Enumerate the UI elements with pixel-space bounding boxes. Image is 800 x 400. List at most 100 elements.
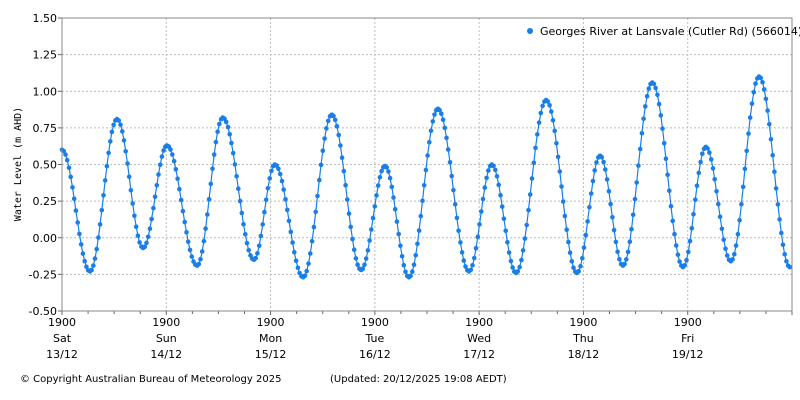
data-point (777, 217, 782, 222)
data-point (346, 211, 352, 216)
data-point (698, 159, 703, 165)
data-point (696, 170, 702, 176)
data-point (562, 213, 568, 219)
x-axis: 1900 Sat 13/12 1900 Sun 14/12 1900 Mon 15/12 1900… (46, 311, 793, 361)
data-point (262, 209, 267, 215)
data-point (377, 175, 383, 180)
data-point (253, 255, 258, 261)
data-point (540, 103, 545, 109)
legend: Georges River at Lansvale (Cutler Rd) (5… (527, 25, 800, 38)
data-point (286, 218, 292, 224)
data-point (430, 119, 436, 124)
data-point (80, 251, 86, 256)
data-point (70, 185, 75, 190)
x-tick-label-time: 1900 (674, 316, 702, 329)
data-point (239, 210, 245, 216)
data-point (123, 149, 128, 154)
data-point (230, 150, 236, 156)
data-point (199, 249, 205, 254)
data-point (554, 141, 559, 146)
y-axis-label: Water Level (m AHD) (13, 107, 24, 221)
data-point (721, 237, 726, 242)
data-point (668, 204, 674, 209)
data-point (144, 240, 149, 246)
data-point (452, 202, 458, 207)
data-point (290, 240, 295, 245)
data-point (157, 162, 163, 168)
data-point (610, 215, 615, 220)
data-point (775, 202, 781, 207)
data-point (173, 167, 179, 172)
data-point (559, 184, 564, 189)
data-point (555, 154, 561, 160)
data-point (223, 119, 229, 125)
data-point (151, 205, 156, 211)
data-point (578, 263, 583, 269)
data-point (421, 183, 427, 188)
y-axis: 1.50 1.25 1.00 0.75 0.50 0.25 0.00 -0.25 -0.50 (29, 12, 62, 318)
data-point (416, 228, 422, 233)
data-point (526, 207, 531, 213)
data-point (571, 265, 576, 271)
data-point (567, 250, 573, 255)
data-point (365, 248, 371, 253)
data-point (156, 172, 161, 177)
data-point (482, 185, 488, 190)
data-point (499, 204, 505, 209)
data-point (279, 178, 285, 184)
data-point (700, 151, 705, 157)
data-point (283, 197, 288, 202)
data-point (343, 182, 348, 188)
data-point (498, 192, 503, 198)
data-point (552, 128, 557, 134)
y-tick-label: 1.00 (33, 85, 58, 98)
data-point (625, 249, 631, 255)
data-point (423, 167, 429, 173)
data-point (285, 207, 290, 213)
data-point (473, 246, 479, 251)
data-point (732, 251, 737, 257)
y-tick-label: -0.25 (29, 268, 57, 281)
data-point (751, 89, 757, 95)
data-point (68, 174, 73, 180)
data-point (665, 172, 670, 178)
data-point (705, 146, 710, 151)
data-point (768, 137, 774, 142)
data-point (723, 246, 728, 251)
data-point (211, 152, 217, 157)
data-point (171, 158, 177, 164)
data-point (293, 258, 299, 264)
x-tick-label-date: 19/12 (672, 348, 704, 361)
data-point (227, 131, 232, 137)
data-point (132, 213, 137, 219)
data-point (608, 201, 613, 207)
data-point (154, 183, 160, 188)
x-tick-label-date: 18/12 (568, 348, 600, 361)
data-point (643, 104, 648, 109)
x-tick-label-time: 1900 (152, 316, 180, 329)
data-point (178, 197, 184, 203)
data-point (503, 228, 509, 234)
data-point (454, 215, 460, 221)
data-point (311, 224, 317, 230)
data-point (472, 255, 477, 261)
data-point (135, 233, 141, 238)
data-point (317, 177, 322, 183)
data-point (225, 124, 231, 130)
data-point (128, 188, 134, 193)
data-point (735, 231, 741, 237)
data-point (651, 81, 657, 87)
data-point (392, 206, 398, 212)
data-point (615, 249, 620, 255)
data-point (780, 242, 786, 248)
data-point (64, 157, 70, 163)
copyright-text: © Copyright Australian Bureau of Meteoro… (20, 374, 282, 385)
data-point (386, 169, 391, 174)
data-point (772, 169, 777, 175)
data-point (456, 228, 461, 234)
data-point (588, 191, 594, 196)
data-point (201, 238, 207, 244)
data-point (418, 213, 424, 219)
data-point (415, 241, 420, 247)
data-point (61, 148, 66, 154)
